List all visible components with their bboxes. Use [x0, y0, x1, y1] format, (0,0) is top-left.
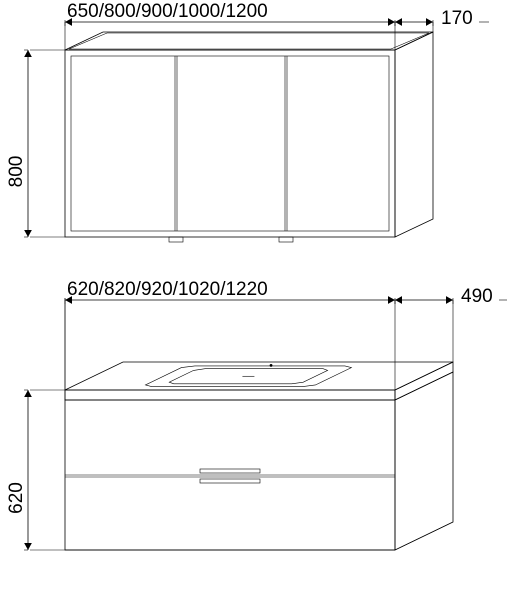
upper-right-face	[395, 32, 433, 237]
drawer-handle-lower	[200, 479, 260, 483]
lower-height-label: 620	[6, 482, 27, 514]
furniture-dimension-diagram: 650/800/900/1000/1200 170 800 620/820/920/1…	[0, 0, 507, 600]
countertop-front	[65, 390, 395, 400]
lower-right-face	[395, 372, 453, 550]
upper-hinge	[169, 237, 183, 242]
upper-front-face	[65, 50, 395, 237]
faucet-hole	[270, 364, 273, 367]
lower-depth-label: 490	[461, 286, 493, 307]
upper-depth-label: 170	[441, 8, 473, 29]
upper-hinge	[279, 237, 293, 242]
upper-width-label: 650/800/900/1000/1200	[67, 1, 268, 22]
lower-width-label: 620/820/920/1020/1220	[67, 279, 268, 300]
drawer-handle-upper	[200, 469, 260, 473]
upper-height-label: 800	[6, 156, 27, 188]
upper-top-face	[65, 32, 433, 50]
